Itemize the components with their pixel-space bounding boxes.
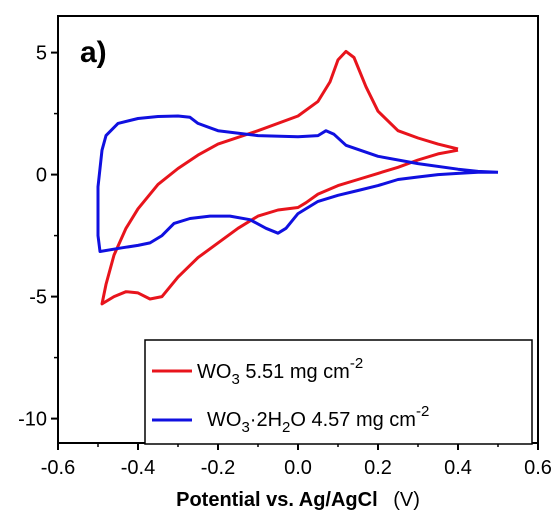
x-tick-label: 0.0 (284, 457, 312, 479)
series-curves (96, 49, 499, 306)
x-tick-label: -0.2 (201, 457, 235, 479)
x-axis-label-unit: (V) (393, 489, 420, 511)
x-tick-label: -0.4 (121, 457, 155, 479)
x-tick-label: 0.6 (524, 457, 552, 479)
legend-entry-wo3: WO3 5.51 mg cm-2 (197, 355, 363, 388)
series-line-1 (96, 114, 499, 253)
legend: WO3 5.51 mg cm-2 WO3·2H2O 4.57 mg cm-2 (144, 339, 533, 445)
x-tick-label: 0.4 (444, 457, 472, 479)
legend-entry-wo3-2h2o: WO3·2H2O 4.57 mg cm-2 (207, 403, 429, 436)
legend-box (144, 339, 533, 445)
y-tick-label: -10 (18, 409, 47, 431)
x-axis-label: Potential vs. Ag/AgCl (V) (176, 489, 420, 511)
axis-ticks: -0.6 -0.4 -0.2 0.0 0.2 0.4 0.6 5 0 -5 -10 (18, 43, 552, 479)
y-tick-label: 0 (36, 165, 47, 187)
series-line-0 (100, 49, 459, 306)
panel-label: a) (80, 36, 107, 69)
y-tick-label: -5 (29, 287, 47, 309)
x-axis-label-main: Potential vs. Ag/AgCl (176, 489, 378, 511)
x-tick-label: 0.2 (364, 457, 392, 479)
y-tick-label: 5 (36, 43, 47, 65)
x-tick-label: -0.6 (41, 457, 75, 479)
